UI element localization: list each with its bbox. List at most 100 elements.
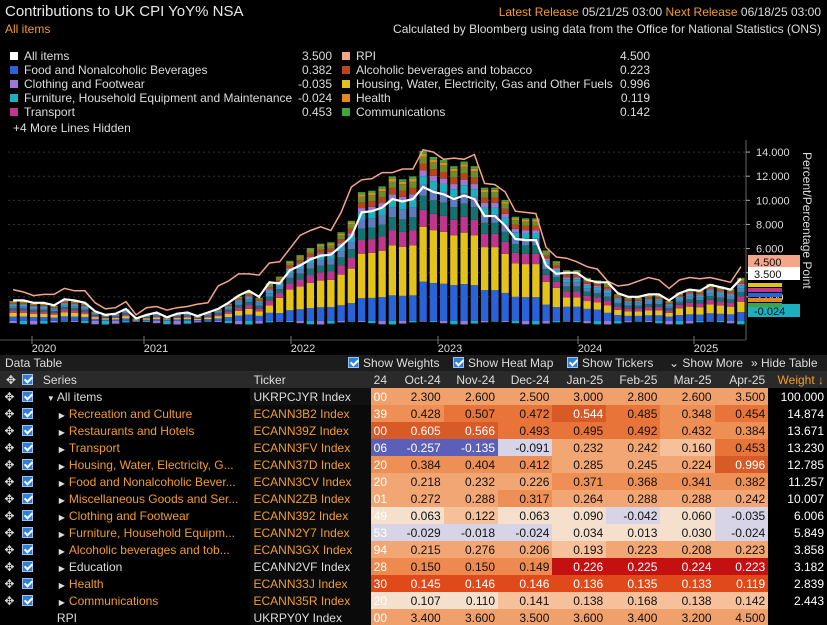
expand-arrow-icon[interactable]: ▶ [58, 529, 65, 539]
move-icon[interactable]: ✥ [4, 559, 15, 574]
legend-item[interactable]: Housing, Water, Electricity, Gas and Oth… [342, 77, 662, 91]
series-name[interactable]: ▼ All items [40, 388, 251, 405]
ticker[interactable]: ECANN37D Index [250, 456, 371, 473]
row-checkbox[interactable] [19, 388, 40, 405]
column-header-month[interactable]: Feb-25 [606, 371, 661, 388]
ticker[interactable]: UKRPY0Y Index [250, 609, 371, 625]
column-header-weight[interactable]: Weight ↓ [768, 371, 827, 388]
column-header-month[interactable]: Oct-24 [390, 371, 444, 388]
series-name[interactable]: ▶ Restaurants and Hotels [40, 422, 251, 439]
ticker[interactable]: ECANN33J Index [250, 575, 371, 592]
column-header-month[interactable]: Jan-25 [552, 371, 607, 388]
move-icon[interactable]: ✥ [4, 542, 15, 557]
table-row[interactable]: ✥ ▶ Recreation and Culture ECANN3B2 Index 39… [0, 405, 827, 422]
expand-arrow-icon[interactable]: ▶ [58, 546, 65, 556]
move-icon[interactable]: ✥ [4, 491, 15, 506]
series-name[interactable]: ▶ Housing, Water, Electricity, G... [40, 456, 251, 473]
series-name[interactable]: ▶ Health [40, 575, 251, 592]
legend-item[interactable]: Food and Nonalcoholic Beverages 0.382 [10, 63, 332, 77]
chart-subtitle[interactable]: All items [5, 22, 51, 36]
table-row[interactable]: ✥ ▶ Food and Nonalcoholic Bever... ECANN3CV… [0, 473, 827, 490]
move-icon[interactable]: ✥ [4, 508, 15, 523]
table-row[interactable]: ✥ ▶ Housing, Water, Electricity, G... ECANN… [0, 456, 827, 473]
expand-arrow-icon[interactable]: ▶ [58, 597, 65, 607]
expand-arrow-icon[interactable]: ▶ [58, 478, 65, 488]
expand-arrow-icon[interactable]: ▶ [58, 461, 65, 471]
move-icon[interactable]: ✥ [4, 406, 15, 421]
ticker[interactable]: ECANN392 Index [250, 507, 371, 524]
move-icon[interactable]: ✥ [4, 474, 15, 489]
row-checkbox[interactable] [19, 473, 40, 490]
table-row[interactable]: ✥ ▶ Restaurants and Hotels ECANN39Z Index 00… [0, 422, 827, 439]
column-header-month[interactable]: Dec-24 [498, 371, 553, 388]
row-checkbox[interactable] [19, 575, 40, 592]
series-name[interactable]: ▶ Alcoholic beverages and tob... [40, 541, 251, 558]
legend-item[interactable]: RPI 4.500 [342, 49, 662, 63]
row-checkbox[interactable] [19, 524, 40, 541]
legend-item[interactable]: Health 0.119 [342, 91, 662, 105]
row-checkbox[interactable] [19, 558, 40, 575]
row-checkbox[interactable] [19, 507, 40, 524]
ticker[interactable]: ECANN2Y7 Index [250, 524, 371, 541]
expand-arrow-icon[interactable]: ▶ [58, 495, 65, 505]
move-icon[interactable]: ✥ [0, 371, 19, 388]
ticker[interactable]: ECANN35R Index [250, 592, 371, 609]
move-icon[interactable]: ✥ [4, 389, 15, 404]
row-checkbox[interactable] [19, 456, 40, 473]
collapse-arrow-icon[interactable]: ▼ [46, 393, 55, 403]
series-name[interactable]: ▶ Education [40, 558, 251, 575]
ticker[interactable]: ECANN3CV Index [250, 473, 371, 490]
table-row[interactable]: ✥ ▶ Miscellaneous Goods and Ser... ECANN2ZB… [0, 490, 827, 507]
table-row[interactable]: ✥ ▶ Alcoholic beverages and tob... ECANN3GX… [0, 541, 827, 558]
hide-table-button[interactable]: » Hide Table [751, 356, 818, 370]
column-header-series[interactable]: Series [39, 371, 251, 388]
table-row[interactable]: ✥ ▶ Clothing and Footwear ECANN392 Index 49 0… [0, 507, 827, 524]
column-header-ticker[interactable]: Ticker [250, 371, 371, 388]
legend-item[interactable]: All items 3.500 [10, 49, 332, 63]
move-icon[interactable]: ✥ [4, 457, 15, 472]
series-name[interactable]: ▶ Clothing and Footwear [40, 507, 251, 524]
legend-item[interactable]: Alcoholic beverages and tobacco 0.223 [342, 63, 662, 77]
ticker[interactable]: ECANN3B2 Index [250, 405, 371, 422]
ticker[interactable]: ECANN2VF Index [250, 558, 371, 575]
series-name[interactable]: ▶ Furniture, Household Equipm... [40, 524, 251, 541]
ticker[interactable]: ECANN3GX Index [250, 541, 371, 558]
ticker[interactable]: ECANN39Z Index [250, 422, 371, 439]
move-icon[interactable]: ✥ [4, 593, 15, 608]
chart-plot[interactable]: 14.00012.00010.0008.0006.0004.0002.000Pe… [0, 140, 827, 355]
ticker[interactable]: ECANN3FV Index [250, 439, 371, 456]
column-header-month[interactable]: Nov-24 [443, 371, 499, 388]
legend-item[interactable]: Transport 0.453 [10, 105, 332, 119]
row-checkbox[interactable] [19, 541, 40, 558]
legend-item[interactable]: Clothing and Footwear -0.035 [10, 77, 332, 91]
expand-arrow-icon[interactable]: ▶ [58, 512, 65, 522]
row-checkbox[interactable] [19, 439, 40, 456]
table-row[interactable]: ✥ ▶ Transport ECANN3FV Index 06 -0.257 -0.135-… [0, 439, 827, 456]
series-name[interactable]: ▶ Transport [40, 439, 251, 456]
column-header-month[interactable]: 24 [370, 371, 391, 388]
row-checkbox[interactable] [19, 405, 40, 422]
row-checkbox[interactable] [19, 490, 40, 507]
show-weights-toggle[interactable]: Show Weights [348, 356, 439, 370]
expand-arrow-icon[interactable]: ▶ [58, 410, 65, 420]
column-header-month[interactable]: Mar-25 [660, 371, 715, 388]
legend-item[interactable]: Furniture, Household Equipment and Maint… [10, 91, 332, 105]
table-row[interactable]: ✥ ▼ All items UKRPCJYR Index 00 2.300 2.600 2.5… [0, 388, 827, 405]
row-checkbox[interactable] [19, 422, 40, 439]
ticker[interactable]: UKRPCJYR Index [250, 388, 371, 405]
move-icon[interactable]: ✥ [4, 423, 15, 438]
show-heat-map-toggle[interactable]: Show Heat Map [453, 356, 553, 370]
move-icon[interactable]: ✥ [4, 525, 15, 540]
select-all-checkbox[interactable] [18, 371, 40, 388]
move-icon[interactable]: ✥ [4, 440, 15, 455]
table-row[interactable]: RPI UKRPY0Y Index 00 3.400 3.600 3.500 3.600 3.… [0, 609, 827, 625]
more-lines-hidden[interactable]: +4 More Lines Hidden [13, 121, 131, 135]
ticker[interactable]: ECANN2ZB Index [250, 490, 371, 507]
legend-item[interactable]: Communications 0.142 [342, 105, 662, 119]
column-header-month[interactable]: Apr-25 [714, 371, 769, 388]
series-name[interactable]: ▶ Miscellaneous Goods and Ser... [40, 490, 251, 507]
table-row[interactable]: ✥ ▶ Communications ECANN35R Index 20 0.107 0.1… [0, 592, 827, 609]
expand-arrow-icon[interactable]: ▶ [58, 427, 65, 437]
series-name[interactable]: ▶ Communications [40, 592, 251, 609]
expand-arrow-icon[interactable]: ▶ [58, 580, 65, 590]
